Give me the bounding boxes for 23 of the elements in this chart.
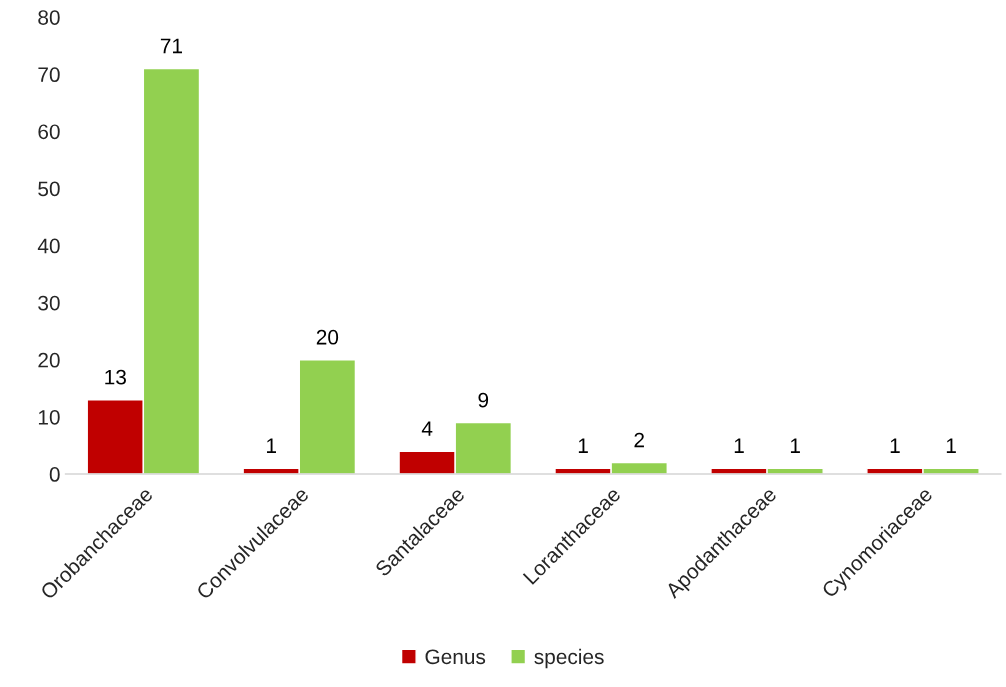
y-tick-label: 20 [38,352,60,368]
y-tick-label: 40 [37,238,60,254]
data-label: 71 [160,38,182,54]
y-tick-label: 80 [38,10,60,25]
y-tick-label: 50 [38,181,60,197]
data-label: 9 [478,392,489,408]
data-label: 20 [316,329,339,345]
y-tick-label: 70 [38,67,60,83]
data-label: 1 [734,438,744,453]
data-label: 4 [421,421,433,436]
data-label: 1 [890,438,900,453]
data-label: 2 [634,432,644,448]
y-tick-label: 0 [49,467,60,482]
y-tick-label: 10 [38,409,60,425]
data-label: 1 [790,438,800,453]
data-label: 1 [946,438,956,453]
data-label: 13 [105,369,126,385]
y-tick-label: 30 [38,295,60,311]
legend-label: species [534,648,604,669]
y-tick-label: 60 [38,124,60,140]
legend-label: Genus [425,649,486,665]
data-label: 1 [578,438,588,453]
data-label: 1 [267,438,276,453]
